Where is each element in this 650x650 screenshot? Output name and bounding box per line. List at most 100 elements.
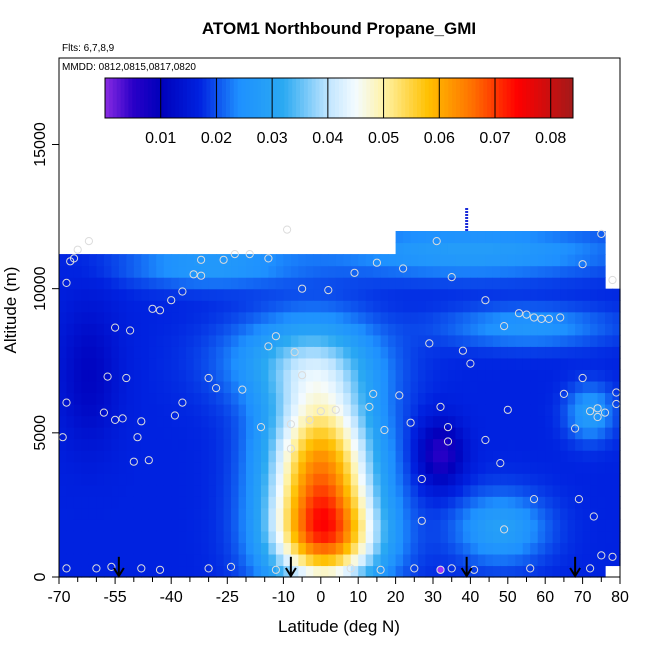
heatmap-cell xyxy=(148,265,157,278)
heatmap-cell xyxy=(320,473,329,486)
heatmap-cell xyxy=(425,427,434,440)
heatmap-cell xyxy=(418,357,427,370)
colorbar-frame xyxy=(104,77,574,119)
heatmap-cell xyxy=(582,369,591,382)
heatmap-cell xyxy=(530,334,539,347)
heatmap-cell xyxy=(552,380,561,394)
heatmap-cell xyxy=(455,450,464,463)
heatmap-cell xyxy=(343,404,352,417)
heatmap-cell xyxy=(522,277,531,290)
heatmap-cell xyxy=(66,461,75,474)
heatmap-cell xyxy=(388,254,397,267)
observation-point xyxy=(514,309,524,318)
heatmap-cell xyxy=(575,323,584,336)
heatmap-cell xyxy=(358,346,367,359)
heatmap-cell xyxy=(141,334,150,347)
heatmap-cell xyxy=(96,565,105,578)
heatmap-cell xyxy=(186,311,195,324)
heatmap-cell xyxy=(96,369,105,382)
heatmap-cell xyxy=(358,369,367,382)
heatmap-cell xyxy=(268,484,277,497)
observation-point xyxy=(578,373,587,383)
heatmap-cell xyxy=(410,450,419,463)
heatmap-cell xyxy=(141,369,150,382)
colorbar-tick-label: 0.01 xyxy=(145,130,176,147)
heatmap-cell xyxy=(477,311,486,324)
heatmap-cell xyxy=(515,231,524,244)
heatmap-cell xyxy=(477,242,486,255)
heatmap-cell xyxy=(335,473,344,486)
heatmap-cell xyxy=(193,357,202,370)
heatmap-cell xyxy=(260,461,270,474)
observation-point xyxy=(526,564,535,573)
heatmap-cell xyxy=(515,334,524,347)
heatmap-cell xyxy=(201,473,210,486)
heatmap-cell xyxy=(560,369,569,382)
heatmap-cell xyxy=(208,461,217,474)
heatmap-cell xyxy=(455,415,464,428)
heatmap-cell xyxy=(141,265,150,278)
heatmap-cell xyxy=(238,311,247,324)
heatmap-cell xyxy=(290,530,299,543)
heatmap-cell xyxy=(350,300,359,313)
heatmap-cell xyxy=(612,300,621,313)
heatmap-cell xyxy=(530,450,539,463)
heatmap-cell xyxy=(485,519,494,532)
colorbar-segment xyxy=(147,78,153,118)
heatmap-cell xyxy=(537,380,546,394)
heatmap-cell xyxy=(365,542,374,555)
heatmap-cell xyxy=(492,519,501,532)
colorbar-segment xyxy=(233,78,239,118)
heatmap-cell xyxy=(388,392,397,405)
heatmap-cell xyxy=(141,277,150,290)
heatmap-cell xyxy=(530,415,539,428)
colorbar-segment xyxy=(319,78,324,118)
heatmap-cell xyxy=(231,357,240,370)
heatmap-cell xyxy=(298,300,307,313)
heatmap-cell xyxy=(246,438,255,451)
heatmap-cell xyxy=(201,392,210,405)
heatmap-cell xyxy=(208,300,217,313)
heatmap-cell xyxy=(96,461,105,474)
heatmap-cell xyxy=(440,530,449,543)
x-tick-label: -10 xyxy=(272,589,295,606)
heatmap-cell xyxy=(88,404,97,417)
colorbar-segment xyxy=(342,78,348,118)
heatmap-cell xyxy=(515,357,524,370)
heatmap-cell xyxy=(373,300,382,313)
heatmap-cell xyxy=(171,334,180,347)
observation-point xyxy=(111,415,120,424)
heatmap-cell xyxy=(268,369,277,382)
heatmap-cell xyxy=(148,473,157,486)
heatmap-cell xyxy=(231,265,240,278)
heatmap-cell xyxy=(440,542,449,555)
heatmap-cell xyxy=(81,438,90,451)
heatmap-cell xyxy=(313,357,322,370)
heatmap-cell xyxy=(253,496,262,509)
observation-point xyxy=(443,423,453,432)
heatmap-cell xyxy=(365,334,374,347)
heatmap-cell xyxy=(582,507,591,520)
heatmap-cell xyxy=(477,507,486,520)
heatmap-cell xyxy=(433,427,442,440)
heatmap-cell xyxy=(470,346,479,359)
y-tick-label: 15000 xyxy=(32,122,49,167)
heatmap-cell xyxy=(231,507,240,520)
heatmap-cell xyxy=(575,277,584,290)
colorbar-segment xyxy=(179,78,184,118)
observation-point xyxy=(264,342,273,351)
colorbar-segment xyxy=(553,78,558,118)
heatmap-cell xyxy=(148,277,157,290)
heatmap-cell xyxy=(537,392,546,405)
heatmap-cell xyxy=(537,415,546,428)
heatmap-cell xyxy=(373,357,382,370)
heatmap-cell xyxy=(388,507,397,520)
heatmap-cell xyxy=(567,300,576,313)
heatmap-cell xyxy=(350,369,359,382)
heatmap-cell xyxy=(73,461,83,474)
heatmap-cell xyxy=(395,438,404,451)
heatmap-cell xyxy=(545,300,554,313)
heatmap-cell xyxy=(320,553,329,567)
heatmap-cell xyxy=(455,530,464,543)
heatmap-cell xyxy=(470,277,479,290)
